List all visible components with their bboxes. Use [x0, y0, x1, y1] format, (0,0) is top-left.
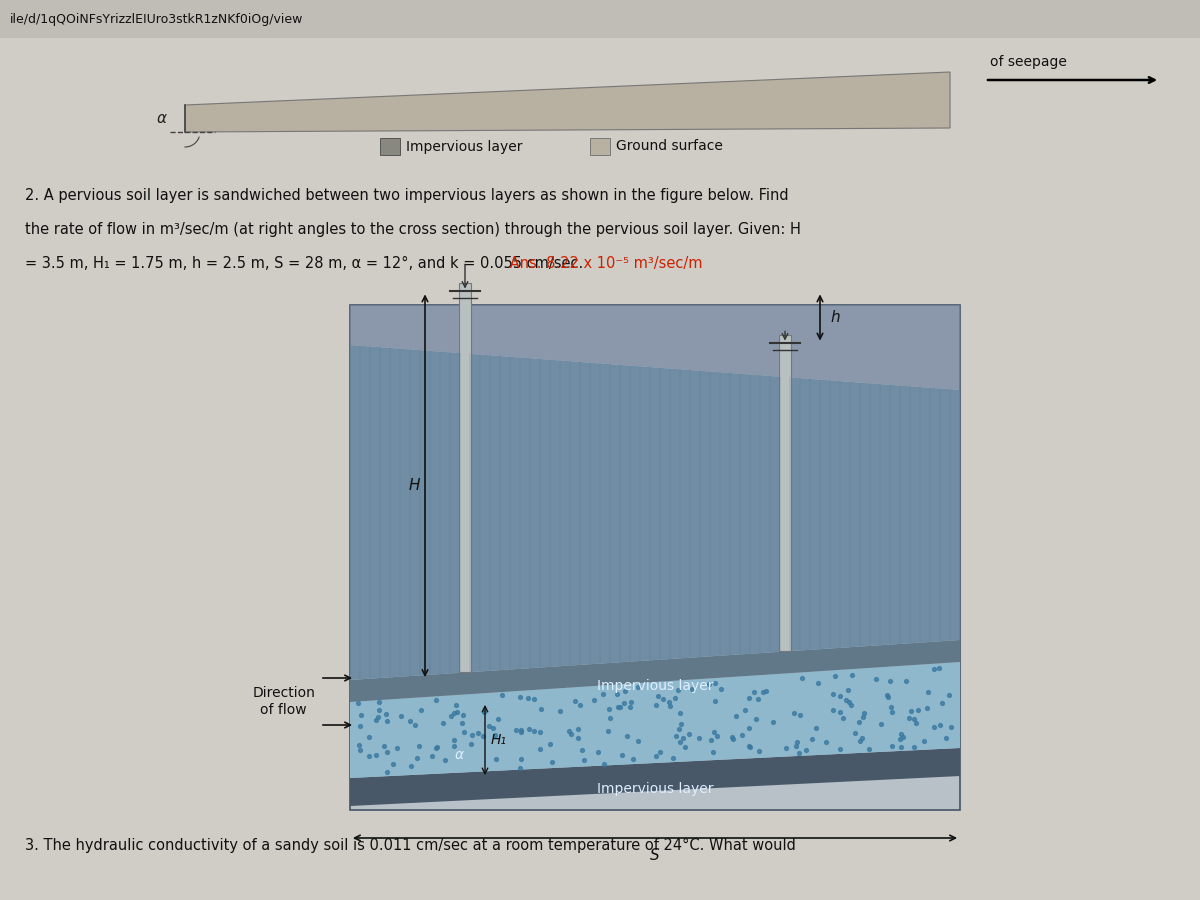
Bar — [0, 0, 1200, 38]
Text: Impervious layer: Impervious layer — [406, 140, 522, 154]
Polygon shape — [350, 748, 960, 806]
Text: 2. A pervious soil layer is sandwiched between two impervious layers as shown in: 2. A pervious soil layer is sandwiched b… — [25, 188, 788, 203]
Text: Impervious layer: Impervious layer — [596, 782, 713, 796]
Polygon shape — [350, 662, 960, 778]
Text: H: H — [408, 478, 420, 493]
Bar — [779, 336, 791, 652]
Text: H₁: H₁ — [491, 733, 508, 747]
Bar — [460, 284, 472, 672]
Text: α: α — [455, 748, 464, 762]
Text: = 3.5 m, H₁ = 1.75 m, h = 2.5 m, S = 28 m, α = 12°, and k = 0.055 cm/sec.: = 3.5 m, H₁ = 1.75 m, h = 2.5 m, S = 28 … — [25, 256, 583, 271]
Text: S: S — [650, 849, 660, 863]
Text: Ans. 8.22 x 10⁻⁵ m³/sec/m: Ans. 8.22 x 10⁻⁵ m³/sec/m — [505, 256, 702, 271]
Polygon shape — [185, 72, 950, 132]
Bar — [590, 138, 610, 155]
Text: of seepage: of seepage — [990, 55, 1067, 69]
Text: h: h — [830, 310, 840, 325]
Text: ile/d/1qQOiNFsYrizzlEIUro3stkR1zNKf0iOg/view: ile/d/1qQOiNFsYrizzlEIUro3stkR1zNKf0iOg/… — [10, 13, 304, 25]
Bar — [380, 138, 400, 155]
Text: 3. The hydraulic conductivity of a sandy soil is 0.011 cm/sec at a room temperat: 3. The hydraulic conductivity of a sandy… — [25, 838, 796, 852]
Text: Direction
of flow: Direction of flow — [252, 687, 316, 716]
Text: Impervious layer: Impervious layer — [596, 679, 713, 693]
Text: the rate of flow in m³/sec/m (at right angles to the cross section) through the : the rate of flow in m³/sec/m (at right a… — [25, 222, 800, 237]
Polygon shape — [350, 305, 960, 390]
Text: α: α — [157, 111, 167, 126]
Polygon shape — [350, 345, 960, 680]
Text: Ground surface: Ground surface — [616, 140, 722, 154]
Bar — [350, 305, 960, 810]
Polygon shape — [350, 640, 960, 702]
